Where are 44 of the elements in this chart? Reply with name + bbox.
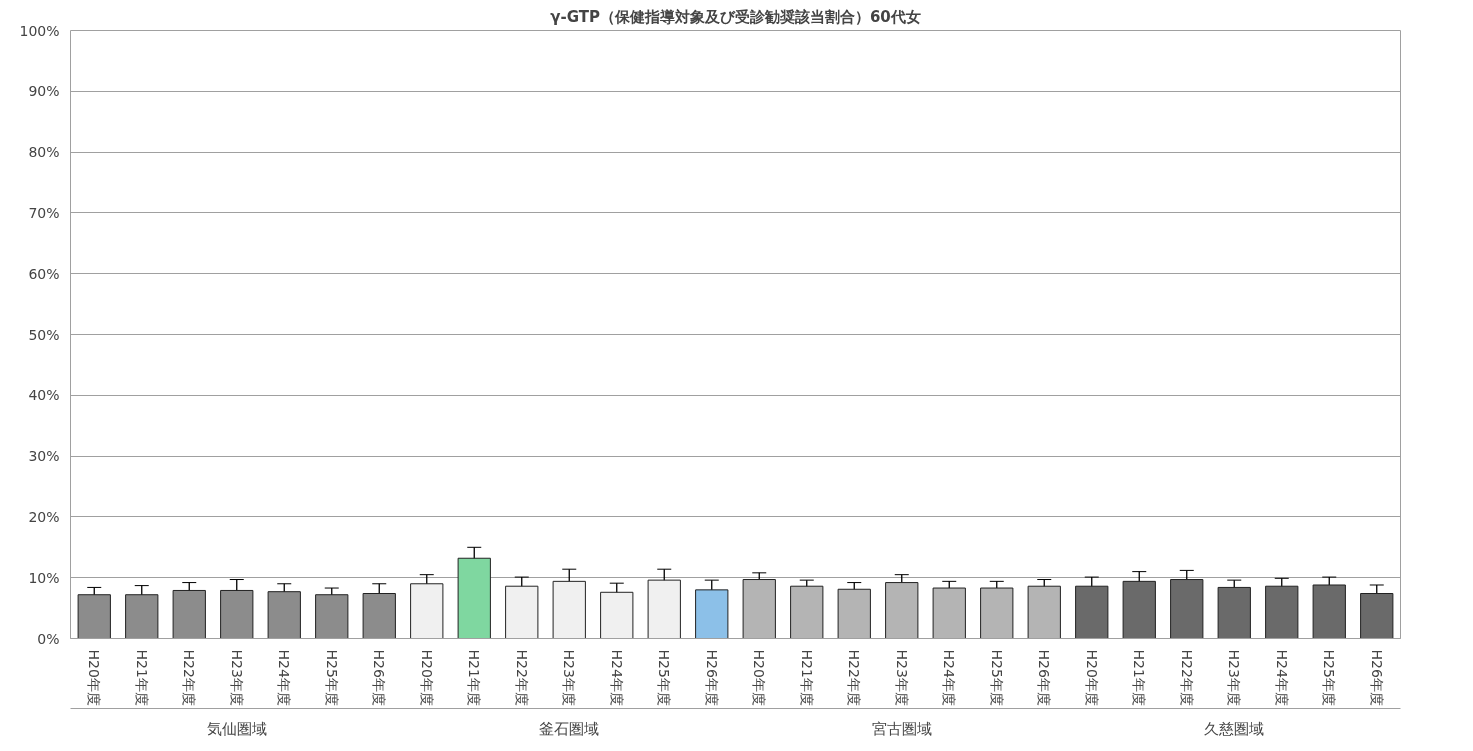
x-tick-label: H23年度 — [893, 649, 910, 706]
x-tick-label: H20年度 — [751, 649, 768, 706]
y-tick-label: 50% — [28, 326, 60, 343]
x-tick-label: H21年度 — [466, 649, 483, 706]
x-tick-label: H25年度 — [323, 649, 340, 706]
y-tick-label: 90% — [28, 83, 60, 100]
x-tick-label: H26年度 — [703, 649, 720, 706]
y-tick-label: 40% — [28, 387, 60, 404]
x-tick-label: H23年度 — [1226, 649, 1243, 706]
x-tick-label: H20年度 — [1083, 649, 1100, 706]
x-tick-label: H26年度 — [1036, 649, 1053, 706]
y-tick-label: 60% — [28, 265, 60, 282]
text: 釜石圏域 — [539, 719, 600, 738]
x-tick-label: H20年度 — [418, 649, 435, 706]
x-tick-label: H24年度 — [276, 649, 293, 706]
text: 久慈圏域 — [1204, 719, 1265, 738]
x-tick-label: H22年度 — [181, 649, 198, 706]
x-tick-label: H25年度 — [1321, 649, 1338, 706]
x-tick-label: H24年度 — [608, 649, 625, 706]
text: 宮古圏域 — [871, 719, 932, 738]
y-tick-label: 30% — [28, 448, 60, 465]
x-tick-label: H25年度 — [988, 649, 1005, 706]
x-tick-label: H22年度 — [846, 649, 863, 706]
x-tick-label: H21年度 — [133, 649, 150, 706]
x-tick-label: H25年度 — [656, 649, 673, 706]
x-tick-label: H23年度 — [228, 649, 245, 706]
chart-title: γ-GTP（保健指導対象及び受診勧奨該当割合）60代女 — [550, 7, 921, 26]
x-tick-label: H24年度 — [1273, 649, 1290, 706]
x-tick-label: H26年度 — [1368, 649, 1385, 706]
y-tick-label: 100% — [19, 22, 60, 39]
x-tick-label: H26年度 — [371, 649, 388, 706]
x-tick-label: H24年度 — [941, 649, 958, 706]
text: 気仙圏域 — [206, 719, 267, 738]
y-tick-label: 0% — [37, 630, 60, 647]
x-tick-label: H22年度 — [513, 649, 530, 706]
y-tick-label: 20% — [28, 508, 60, 525]
x-tick-label: H20年度 — [86, 649, 103, 706]
x-tick-label: H22年度 — [1178, 649, 1195, 706]
y-tick-label: 80% — [28, 144, 60, 161]
y-tick-label: 10% — [28, 569, 60, 586]
x-tick-label: H23年度 — [561, 649, 578, 706]
y-tick-label: 70% — [28, 204, 60, 221]
x-tick-label: H21年度 — [1131, 649, 1148, 706]
x-tick-label: H21年度 — [798, 649, 815, 706]
